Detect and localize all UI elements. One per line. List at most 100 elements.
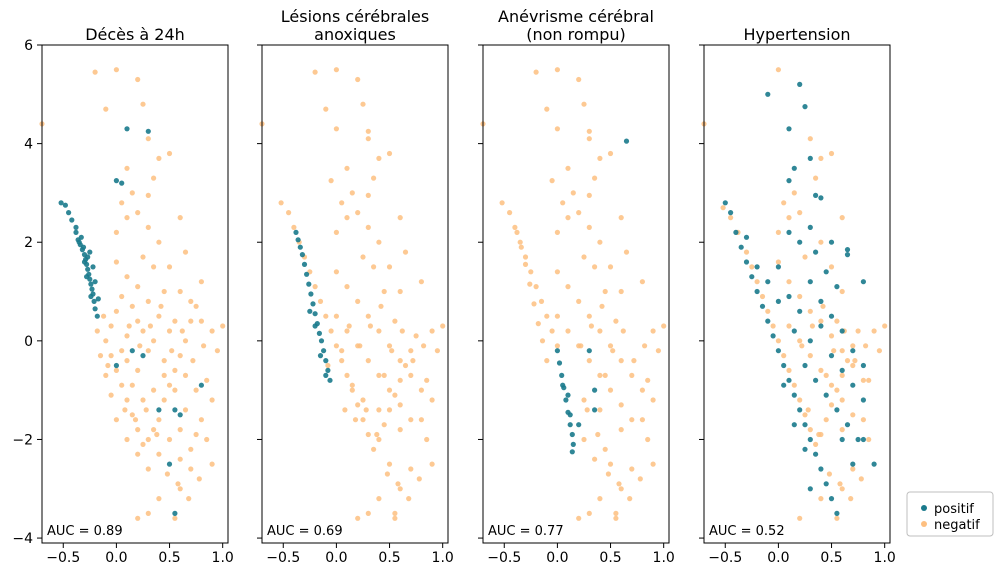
- point-negatif: [871, 328, 877, 334]
- point-negatif: [386, 150, 393, 157]
- point-positif: [299, 252, 305, 258]
- x-tick-label: 1.0: [212, 550, 234, 566]
- point-negatif: [799, 343, 805, 349]
- point-positif: [177, 412, 183, 418]
- point-negatif: [124, 274, 130, 280]
- point-negatif: [214, 348, 220, 354]
- point-negatif: [406, 496, 412, 502]
- point-negatif: [828, 264, 835, 270]
- point-negatif: [586, 136, 592, 142]
- point-negatif: [113, 259, 119, 265]
- point-negatif: [158, 303, 164, 309]
- point-negatif: [323, 313, 329, 319]
- point-positif: [860, 397, 867, 403]
- point-negatif: [408, 466, 414, 472]
- point-negatif: [352, 417, 359, 423]
- point-negatif: [397, 427, 403, 433]
- point-negatif: [813, 441, 819, 447]
- point-negatif: [397, 402, 403, 408]
- point-negatif: [397, 377, 403, 383]
- point-negatif: [410, 358, 416, 364]
- point-negatif: [164, 471, 170, 477]
- point-negatif: [629, 372, 635, 378]
- panel-title: Lésions cérébrales: [281, 7, 429, 26]
- point-positif: [306, 281, 312, 287]
- point-negatif: [140, 441, 146, 447]
- y-tick-label: 4: [24, 137, 33, 153]
- point-negatif: [119, 293, 125, 300]
- point-negatif: [108, 392, 114, 398]
- point-negatif: [196, 476, 202, 482]
- point-negatif: [597, 155, 603, 161]
- point-positif: [66, 210, 72, 216]
- point-negatif: [661, 323, 667, 329]
- y-tick-label: 2: [24, 235, 33, 251]
- point-negatif: [408, 372, 414, 378]
- point-negatif: [339, 200, 345, 206]
- point-negatif: [198, 417, 204, 423]
- point-negatif: [198, 279, 204, 285]
- point-negatif: [286, 210, 292, 216]
- point-positif: [145, 128, 151, 134]
- point-positif: [323, 372, 329, 378]
- point-positif: [91, 298, 97, 304]
- point-negatif: [597, 372, 603, 378]
- point-positif: [850, 461, 856, 467]
- point-positif: [743, 234, 750, 240]
- point-positif: [312, 323, 318, 329]
- point-negatif: [177, 456, 183, 462]
- point-negatif: [855, 328, 861, 334]
- point-positif: [823, 392, 829, 398]
- point-negatif: [586, 358, 592, 364]
- point-positif: [818, 195, 824, 201]
- point-negatif: [413, 333, 419, 339]
- point-negatif: [355, 210, 361, 216]
- point-negatif: [384, 471, 390, 477]
- point-negatif: [518, 244, 524, 250]
- point-positif: [85, 254, 91, 260]
- point-negatif: [802, 254, 808, 260]
- point-positif: [73, 224, 79, 230]
- point-positif: [554, 348, 561, 354]
- point-negatif: [639, 417, 646, 423]
- point-positif: [850, 382, 856, 388]
- x-tick-label: 0.5: [158, 550, 180, 566]
- point-positif: [839, 436, 845, 443]
- point-negatif: [631, 358, 637, 364]
- point-negatif: [866, 377, 872, 383]
- point-negatif: [349, 382, 355, 388]
- point-negatif: [129, 382, 135, 388]
- point-positif: [797, 407, 803, 413]
- point-negatif: [592, 175, 598, 181]
- point-negatif: [156, 417, 162, 423]
- point-positif: [749, 274, 755, 280]
- point-negatif: [381, 372, 387, 378]
- point-positif: [129, 348, 135, 354]
- point-negatif: [101, 313, 107, 319]
- point-negatif: [839, 288, 845, 295]
- point-negatif: [365, 313, 371, 319]
- point-negatif: [618, 402, 624, 408]
- point-negatif: [828, 150, 835, 157]
- point-negatif: [860, 377, 867, 383]
- point-negatif: [376, 328, 382, 334]
- point-positif: [828, 313, 835, 319]
- point-negatif: [172, 515, 178, 521]
- x-tick-label: 1.0: [874, 550, 896, 566]
- point-positif: [297, 244, 303, 250]
- point-positif: [88, 281, 94, 287]
- point-negatif: [193, 303, 199, 309]
- point-negatif: [586, 128, 592, 134]
- point-negatif: [386, 387, 393, 393]
- point-negatif: [592, 264, 598, 270]
- point-positif: [807, 486, 813, 492]
- point-positif: [802, 446, 808, 452]
- point-positif: [576, 422, 582, 428]
- point-negatif: [317, 298, 324, 304]
- point-negatif: [105, 362, 111, 369]
- x-tick-label: 0.5: [378, 550, 400, 566]
- point-positif: [119, 180, 125, 186]
- point-negatif: [376, 372, 382, 378]
- point-negatif: [602, 372, 608, 378]
- point-negatif: [328, 328, 334, 334]
